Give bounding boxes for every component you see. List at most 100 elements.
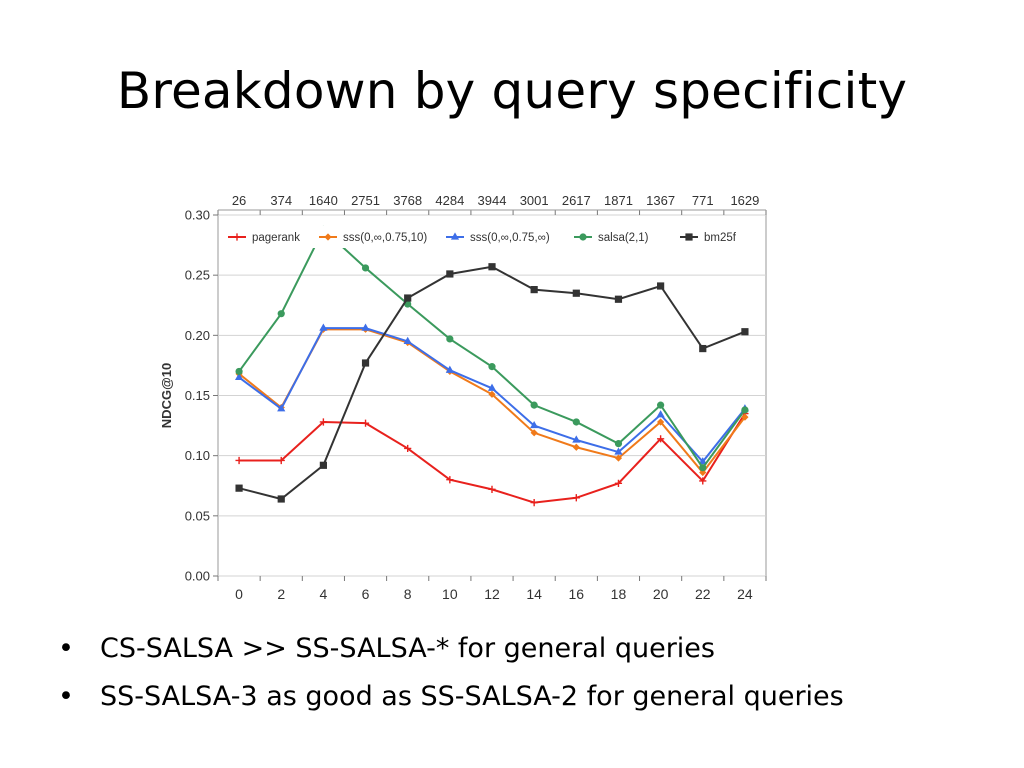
x-tick-label: 12 [484, 586, 500, 602]
legend-label: salsa(2,1) [598, 232, 649, 244]
data-point [319, 418, 327, 426]
legend-box [222, 226, 764, 248]
top-count-label: 4284 [435, 193, 464, 208]
data-point [404, 294, 412, 302]
data-point [487, 383, 497, 391]
top-count-label: 771 [692, 193, 714, 208]
data-point [361, 264, 370, 272]
y-tick-label: 0.30 [185, 208, 210, 223]
legend-label: bm25f [704, 232, 737, 244]
data-point [446, 476, 454, 484]
data-point [657, 401, 665, 409]
slide-title: Breakdown by query specificity [116, 62, 908, 120]
data-point [234, 372, 244, 381]
data-point [614, 447, 623, 455]
data-point [446, 270, 454, 278]
data-point [698, 457, 707, 465]
top-count-label: 26 [232, 193, 246, 208]
x-tick-label: 8 [404, 586, 412, 602]
data-point [572, 435, 581, 443]
data-point [446, 335, 454, 343]
data-point [530, 401, 538, 409]
data-point [488, 363, 496, 371]
y-tick-label: 0.20 [185, 328, 210, 343]
data-point [235, 367, 243, 376]
data-point [657, 282, 665, 290]
data-point [530, 420, 539, 429]
x-tick-label: 6 [362, 586, 370, 602]
bullet-list: • CS-SALSA >> SS-SALSA-* for general que… [58, 625, 844, 721]
data-point [614, 454, 623, 462]
legend-swatch-marker [450, 232, 460, 240]
line-chart: 0.000.050.100.150.200.250.300 2 4 6 8 10 12 14 1… [159, 193, 767, 602]
data-point [657, 418, 665, 426]
data-point [277, 404, 286, 412]
data-point [361, 359, 370, 367]
data-point [235, 456, 243, 465]
data-point [530, 429, 538, 437]
data-point [699, 477, 707, 485]
data-point [277, 456, 285, 465]
data-point [572, 443, 580, 451]
x-tick-label: 24 [737, 586, 753, 602]
bullet-item: • SS-SALSA-3 as good as SS-SALSA-2 for g… [58, 673, 844, 721]
y-tick-label: 0.15 [185, 388, 210, 403]
data-point [403, 336, 412, 344]
x-tick-label: 0 [235, 586, 243, 602]
data-point [614, 479, 623, 487]
x-tick-label: 16 [569, 586, 585, 602]
data-point [277, 310, 285, 318]
data-point [572, 494, 580, 502]
data-point [530, 498, 538, 507]
top-count-label: 2751 [351, 193, 380, 208]
x-tick-label: 2 [277, 586, 285, 602]
data-point [235, 484, 243, 492]
data-point [277, 495, 285, 503]
bullet-dot: • [58, 633, 74, 664]
x-tick-label: 20 [653, 586, 669, 602]
data-point [699, 344, 707, 353]
data-point [404, 444, 412, 453]
top-count-label: 2617 [562, 193, 591, 208]
data-point [319, 323, 328, 331]
top-count-label: 1367 [646, 193, 675, 208]
x-tick-label: 10 [442, 586, 458, 602]
data-point [572, 289, 580, 297]
bullet-text: SS-SALSA-3 as good as SS-SALSA-2 for gen… [100, 681, 844, 712]
bullet-item: • CS-SALSA >> SS-SALSA-* for general que… [58, 625, 844, 673]
legend-label: sss(0,∞,0.75,10) [343, 232, 427, 244]
data-point [699, 464, 707, 472]
top-count-label: 1871 [604, 193, 633, 208]
legend-swatch-marker [685, 233, 693, 241]
data-point [361, 323, 370, 331]
legend-label: pagerank [252, 232, 300, 244]
data-point [530, 286, 538, 294]
legend-label: sss(0,∞,0.75,∞) [470, 232, 550, 244]
x-tick-label: 14 [526, 586, 542, 602]
data-point [657, 435, 665, 443]
data-point [488, 263, 496, 271]
chart: 0.00 0.05 0.10 0.15 0.20 0.25 0.30 0 2 4 6 8 10 12 14 1… [150, 180, 780, 610]
legend-swatch-marker [579, 233, 587, 241]
y-tick-label: 0.10 [185, 448, 210, 463]
x-tick-label: 18 [611, 586, 627, 602]
top-count-label: 3001 [520, 193, 549, 208]
bullet-dot: • [58, 681, 74, 712]
data-point [656, 410, 665, 418]
data-point [572, 418, 580, 426]
data-point [741, 328, 749, 336]
top-count-label: 1640 [309, 193, 338, 208]
data-point [488, 485, 496, 493]
legend-swatch-marker [324, 233, 332, 241]
y-tick-label: 0.25 [185, 268, 210, 283]
bullet-text: CS-SALSA >> SS-SALSA-* for general queri… [100, 633, 715, 664]
data-point [445, 365, 454, 373]
data-point [614, 295, 623, 303]
x-tick-label: 22 [695, 586, 711, 602]
y-tick-label: 0.05 [185, 508, 210, 523]
top-count-label: 1629 [730, 193, 759, 208]
data-point [614, 440, 623, 448]
data-point [741, 406, 749, 414]
data-point [319, 461, 327, 469]
data-point [699, 468, 707, 477]
